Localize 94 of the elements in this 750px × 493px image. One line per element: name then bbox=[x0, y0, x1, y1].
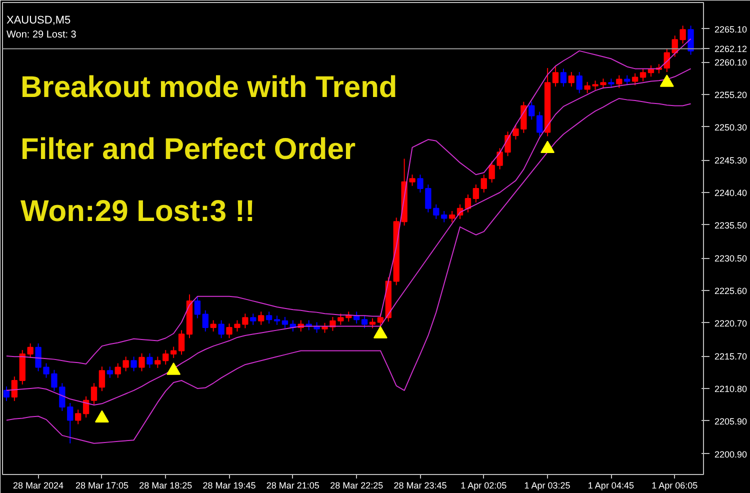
y-tick-label: 2240.40 bbox=[714, 188, 748, 198]
candlestick bbox=[170, 346, 177, 358]
annotation: Won:29 Lost:3 !! bbox=[20, 195, 255, 228]
candlestick bbox=[51, 369, 58, 392]
candlestick bbox=[688, 25, 694, 56]
candlestick bbox=[680, 25, 686, 44]
candlestick bbox=[504, 131, 511, 157]
x-tick-label: 1 Apr 03:25 bbox=[524, 480, 570, 490]
candlestick bbox=[512, 124, 519, 140]
candlestick bbox=[218, 320, 224, 339]
y-tick-label: 2255.20 bbox=[714, 90, 748, 100]
annotation: Breakout mode with Trend bbox=[20, 71, 398, 104]
candlestick bbox=[194, 296, 201, 319]
candlestick bbox=[98, 366, 106, 392]
y-tick-label: 2205.90 bbox=[714, 416, 748, 426]
candlestick bbox=[210, 320, 216, 332]
candlestick bbox=[154, 356, 161, 368]
candlestick bbox=[369, 318, 376, 329]
candlestick bbox=[648, 64, 654, 78]
x-tick-label: 1 Apr 04:45 bbox=[588, 480, 634, 490]
annotation: Filter and Perfect Order bbox=[20, 133, 356, 166]
y-tick-label: 2225.60 bbox=[714, 286, 748, 296]
candlestick bbox=[250, 313, 256, 326]
point bbox=[373, 326, 388, 338]
y-tick-label: 2250.30 bbox=[714, 122, 748, 132]
candlestick bbox=[624, 74, 630, 86]
y-tick-label: 2200.90 bbox=[714, 449, 748, 460]
text: XAUUSD,M5 bbox=[6, 14, 71, 26]
candlestick bbox=[560, 68, 567, 88]
candlestick bbox=[640, 68, 646, 82]
candlestick bbox=[536, 111, 543, 137]
candlestick bbox=[480, 174, 487, 193]
candlestick bbox=[202, 310, 208, 332]
candlestick bbox=[282, 316, 288, 329]
y-tick-label: 2260.10 bbox=[714, 58, 748, 68]
y-tick-label: 2220.70 bbox=[714, 318, 748, 328]
candlestick bbox=[106, 366, 114, 378]
x-tick-label: 28 Mar 19:45 bbox=[202, 480, 256, 490]
point bbox=[540, 140, 555, 154]
candlestick bbox=[322, 322, 328, 334]
candlestick bbox=[258, 311, 264, 326]
candlestick bbox=[520, 101, 527, 134]
line-series bbox=[6, 98, 692, 444]
y-tick-label: 2235.50 bbox=[714, 220, 748, 230]
y-tick-label: 2215.70 bbox=[714, 352, 748, 362]
point bbox=[660, 74, 674, 87]
candlestick bbox=[448, 210, 456, 223]
candlestick bbox=[361, 315, 368, 329]
ref-line-label: 2262.12 bbox=[714, 44, 748, 54]
candlestick bbox=[130, 356, 137, 372]
y-tick-label: 2265.10 bbox=[714, 24, 748, 34]
candlestick bbox=[600, 78, 606, 90]
y-tick-label: 2245.30 bbox=[714, 156, 748, 166]
x-tick-label: 28 Mar 23:45 bbox=[394, 480, 447, 490]
candlestick bbox=[82, 396, 90, 418]
candlestick bbox=[528, 101, 535, 120]
candlestick bbox=[377, 313, 384, 327]
text: Won: 29 Lost: 3 bbox=[6, 30, 77, 40]
point bbox=[94, 410, 109, 422]
candlestick bbox=[472, 184, 480, 203]
candlestick bbox=[441, 210, 448, 223]
candlestick bbox=[632, 72, 638, 86]
candlestick bbox=[417, 174, 424, 193]
candlestick bbox=[67, 402, 74, 444]
candlestick bbox=[178, 330, 185, 356]
candlestick bbox=[90, 382, 98, 405]
x-tick-label: 28 Mar 17:05 bbox=[75, 480, 128, 490]
candlestick bbox=[266, 311, 272, 324]
candlestick bbox=[27, 342, 34, 358]
candlestick bbox=[274, 315, 280, 326]
candlestick bbox=[75, 409, 82, 425]
candlestick bbox=[409, 174, 416, 186]
point bbox=[166, 362, 181, 375]
candlestick bbox=[146, 352, 153, 368]
x-tick-label: 28 Mar 2024 bbox=[13, 480, 64, 490]
y-tick-label: 2230.50 bbox=[714, 254, 748, 264]
x-tick-label: 1 Apr 06:05 bbox=[652, 480, 698, 490]
x-tick-label: 28 Mar 18:25 bbox=[139, 480, 192, 490]
candlestick bbox=[59, 382, 66, 412]
candlestick bbox=[162, 350, 169, 366]
candlestick bbox=[552, 66, 559, 88]
candlestick bbox=[568, 72, 574, 88]
x-tick-label: 1 Apr 02:05 bbox=[460, 480, 507, 490]
y-tick-label: 2210.80 bbox=[714, 384, 748, 394]
candlestick bbox=[226, 323, 232, 339]
candlestick bbox=[11, 376, 18, 402]
x-tick-label: 28 Mar 21:05 bbox=[266, 480, 320, 490]
candlestick bbox=[616, 74, 622, 88]
candlestick bbox=[138, 352, 145, 372]
candlestick bbox=[608, 78, 614, 88]
candlestick bbox=[3, 386, 10, 402]
candlestick bbox=[576, 72, 582, 94]
candlestick bbox=[464, 194, 472, 213]
x-tick-label: 28 Mar 22:25 bbox=[330, 480, 384, 490]
